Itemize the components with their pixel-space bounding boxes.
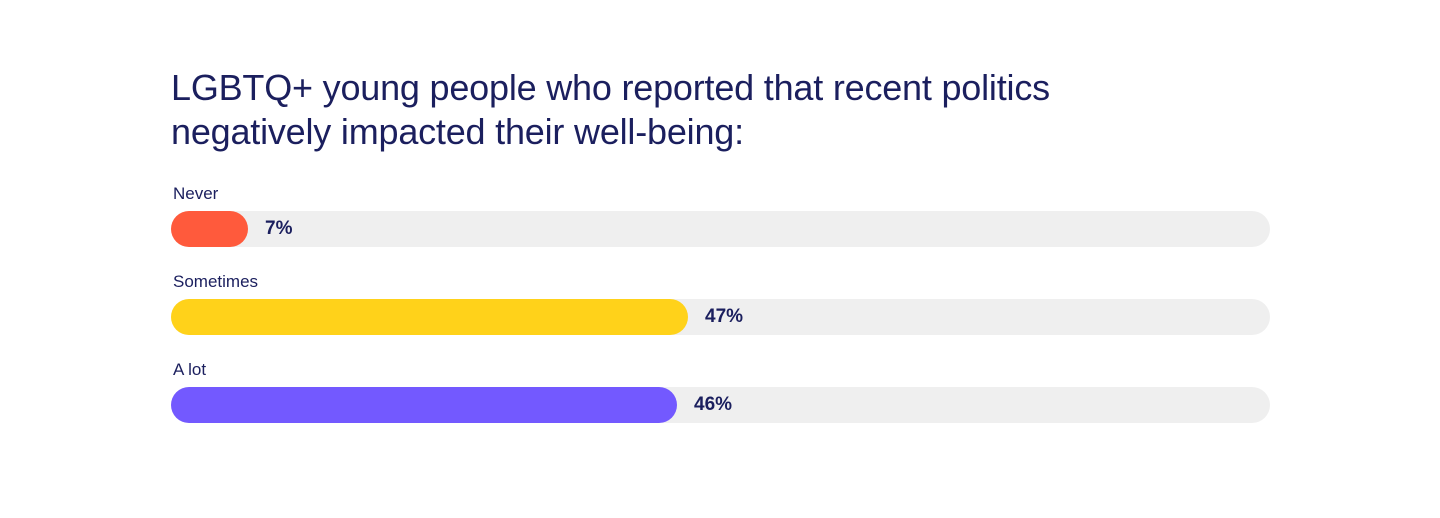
bar: [171, 299, 688, 335]
chart: LGBTQ+ young people who reported that re…: [171, 66, 1270, 448]
category-label: Never: [173, 184, 219, 203]
category-label: Sometimes: [173, 272, 259, 291]
value-label: 46%: [694, 394, 733, 415]
bar-row: A lot 46%: [171, 360, 1270, 448]
bar-track: [171, 211, 1270, 247]
value-label: 7%: [265, 218, 293, 239]
bar-track: [171, 299, 1270, 335]
bar: [171, 211, 248, 247]
bar-row: Never 7%: [171, 184, 1270, 272]
bar-row: Sometimes 47%: [171, 272, 1270, 360]
bar-track: [171, 387, 1270, 423]
value-label: 47%: [705, 306, 744, 327]
bar-rows: Never 7% Sometimes 47% A lot 46%: [171, 184, 1270, 448]
chart-title: LGBTQ+ young people who reported that re…: [171, 67, 1050, 152]
category-label: A lot: [173, 360, 207, 379]
bar: [171, 387, 677, 423]
